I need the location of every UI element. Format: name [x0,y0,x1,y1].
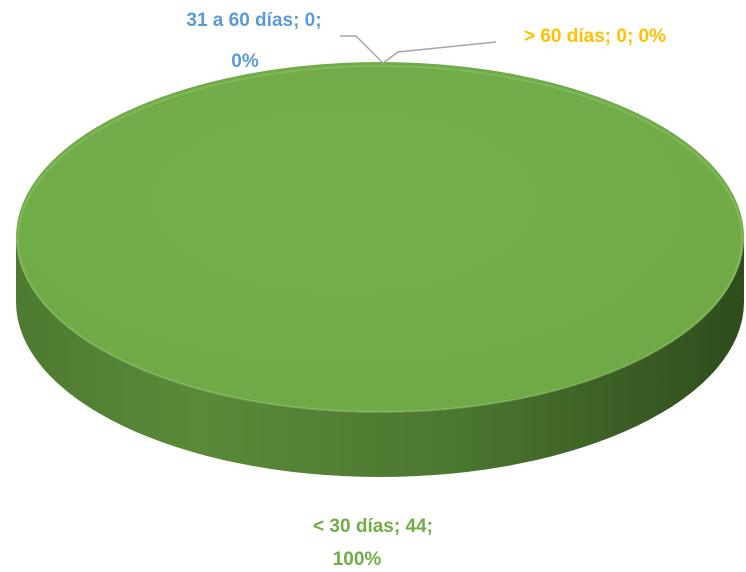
leader-line [340,35,497,64]
data-label-lt30-line2: 100% [333,549,382,570]
data-label-31-60-line2: 0% [231,51,259,72]
data-label-gt60: > 60 días; 0; 0% [524,26,666,47]
data-label-31-60-line1: 31 a 60 días; 0; [186,10,321,31]
pie-slice-lt30 [16,62,744,412]
data-label-lt30-line1: < 30 días; 44; [313,516,433,537]
pie-slice-rim [17,65,743,413]
pie-slice-side-lt30 [16,237,744,477]
